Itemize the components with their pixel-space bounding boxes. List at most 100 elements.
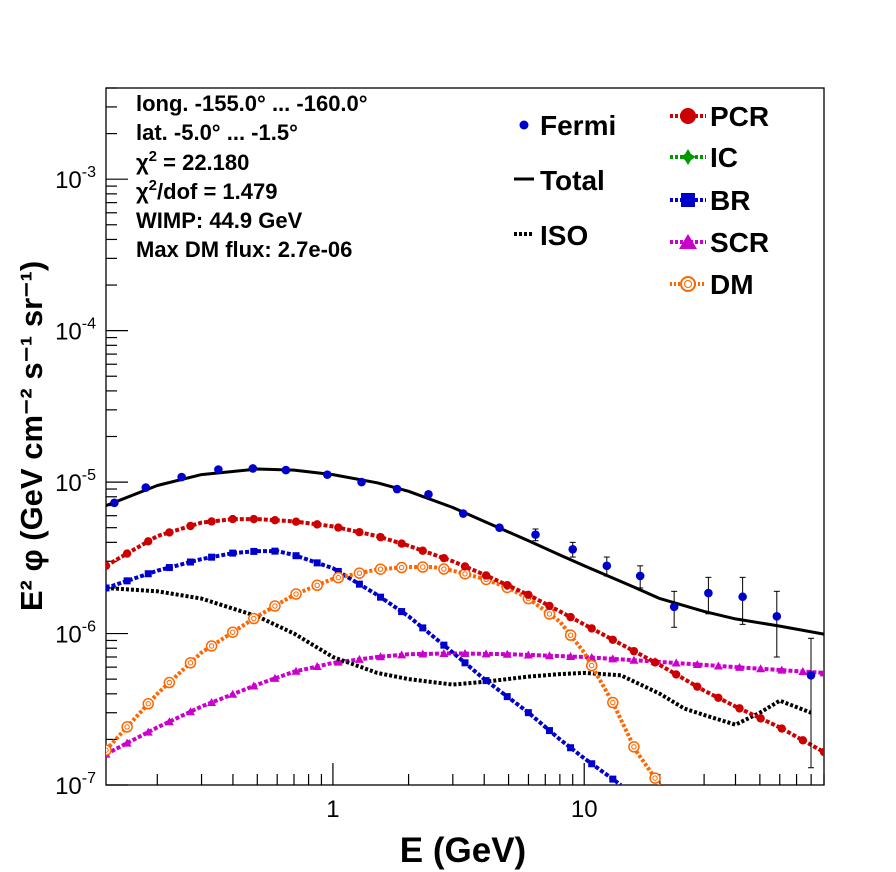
legend-ic-marker xyxy=(680,149,696,165)
fermi-point xyxy=(602,561,612,571)
dm-point-inner xyxy=(208,643,215,649)
dm-point xyxy=(649,772,661,784)
dm-point xyxy=(248,612,260,625)
fermi-point xyxy=(214,465,223,474)
scr-point xyxy=(376,652,386,661)
pcr-point xyxy=(777,724,786,733)
chi2dof-sup: 2 xyxy=(149,177,157,194)
pcr-point xyxy=(249,514,259,524)
dm-point xyxy=(205,640,218,652)
br-point xyxy=(123,577,131,585)
series-br-line xyxy=(106,549,623,785)
dm-point xyxy=(353,567,366,579)
fermi-point xyxy=(357,477,366,487)
scr-point xyxy=(735,662,745,671)
dm-point-inner xyxy=(145,701,151,707)
fermi-point xyxy=(424,490,433,499)
br-point xyxy=(186,558,194,566)
y-tick-label: 10-7 xyxy=(55,770,96,800)
info-longitude: long. -155.0° ... -160.0° xyxy=(136,91,368,116)
br-point xyxy=(229,549,237,557)
fermi-point xyxy=(738,592,747,602)
br-point xyxy=(271,547,279,555)
legend-fermi-label: Fermi xyxy=(540,110,616,141)
pcr-point xyxy=(144,537,153,546)
br-point xyxy=(503,693,511,701)
br-point xyxy=(292,552,300,560)
scr-point xyxy=(566,652,576,661)
dm-point-inner xyxy=(124,724,130,730)
fermi-point xyxy=(392,484,402,494)
pcr-point xyxy=(228,514,237,524)
series-layer xyxy=(106,467,824,785)
series-total-line xyxy=(106,467,824,636)
br-point xyxy=(334,567,342,575)
scr-point xyxy=(249,681,259,690)
x-axis-title: E (GeV) xyxy=(400,831,526,870)
pcr-point xyxy=(481,571,491,580)
y-tick-exponent: -5 xyxy=(82,467,96,484)
br-point xyxy=(545,727,553,735)
fermi-point xyxy=(806,671,816,680)
chi2dof-value: /dof = 1.479 xyxy=(157,179,277,204)
br-point xyxy=(250,547,258,555)
pcr-point xyxy=(524,590,533,600)
pcr-point xyxy=(186,521,195,531)
pcr-point xyxy=(122,549,132,558)
pcr-point xyxy=(587,624,596,633)
pcr-point xyxy=(714,693,723,703)
scr-point xyxy=(608,654,618,663)
fermi-point xyxy=(772,611,782,621)
br-point xyxy=(440,641,448,649)
dm-point xyxy=(395,561,408,574)
scr-point xyxy=(481,649,491,658)
pcr-point xyxy=(545,601,554,611)
dm-point xyxy=(564,629,577,641)
scr-point xyxy=(418,649,428,658)
pcr-point xyxy=(693,682,702,691)
dm-point-inner xyxy=(462,571,468,577)
fermi-point xyxy=(281,465,291,475)
y-tick-exponent: -3 xyxy=(82,164,96,181)
br-point xyxy=(313,559,321,567)
pcr-point xyxy=(798,736,808,745)
dm-point xyxy=(543,608,556,620)
fermi-point xyxy=(669,602,679,612)
y-tick-base: 10 xyxy=(55,319,82,346)
pcr-point xyxy=(460,562,470,571)
fermi-point xyxy=(704,588,713,598)
pcr-point xyxy=(650,658,660,667)
dm-point-inner xyxy=(567,632,574,638)
pcr-point xyxy=(418,546,427,555)
x-tick-label: 10 xyxy=(571,796,598,823)
fermi-point xyxy=(495,523,504,532)
legend-br-label: BR xyxy=(710,185,750,216)
legend-dm-marker xyxy=(680,276,696,292)
fermi-point xyxy=(248,464,258,473)
dm-point xyxy=(311,579,323,592)
dm-point-inner xyxy=(420,564,426,570)
pcr-point xyxy=(106,561,111,571)
fermi-points-layer xyxy=(110,464,816,769)
dm-point-inner xyxy=(251,615,257,622)
dm-point-inner xyxy=(166,679,173,686)
br-point xyxy=(524,709,532,717)
scr-point xyxy=(122,738,132,747)
scr-point xyxy=(333,657,343,666)
y-tick-label: 10-4 xyxy=(55,316,96,346)
chi2-value: = 22.180 xyxy=(157,150,249,175)
info-chi2: χ2 = 22.180 xyxy=(136,148,249,175)
scr-point xyxy=(523,650,533,659)
fermi-point xyxy=(323,470,332,479)
chi2-symbol: χ xyxy=(136,150,149,175)
br-point xyxy=(567,744,575,752)
dm-point xyxy=(269,600,281,612)
pcr-point xyxy=(355,527,364,537)
y-tick-label: 10-6 xyxy=(55,619,96,649)
dm-point xyxy=(438,563,450,575)
y-tick-label: 10-3 xyxy=(55,164,96,194)
dm-point xyxy=(628,741,640,753)
scr-point xyxy=(354,654,364,663)
pcr-point xyxy=(566,612,575,622)
fit-info: long. -155.0° ... -160.0° lat. -5.0° ...… xyxy=(136,91,368,262)
